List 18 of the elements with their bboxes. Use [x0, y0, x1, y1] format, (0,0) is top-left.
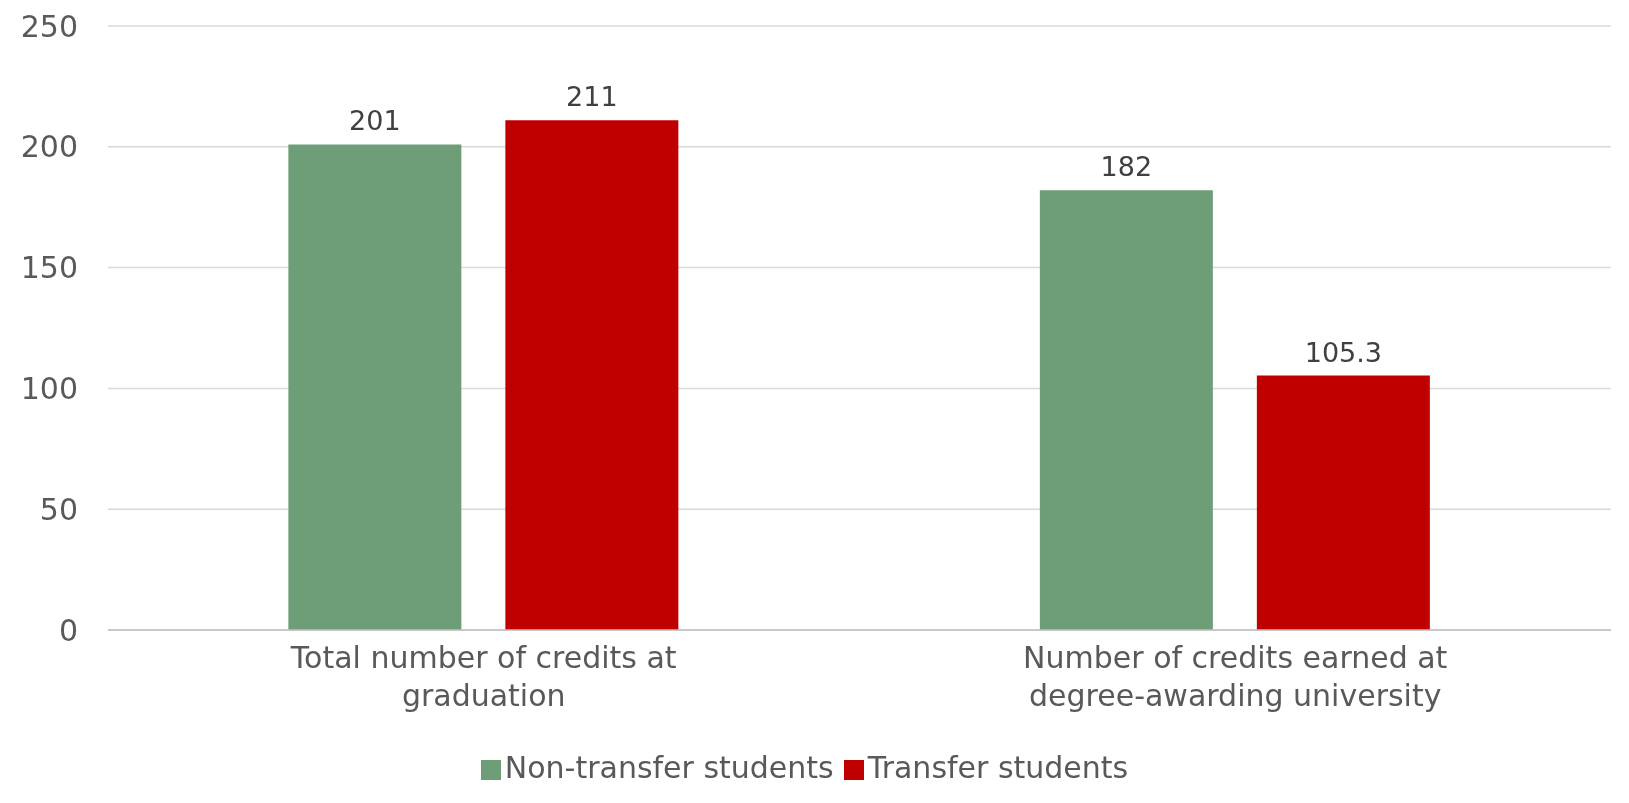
data-label: 182 [1100, 151, 1153, 183]
y-tick-label: 50 [39, 491, 78, 527]
bar [505, 120, 679, 630]
data-label: 211 [566, 81, 618, 113]
y-tick-label: 100 [20, 371, 78, 407]
x-tick-label: Number of credits earned at degree-awarding university [1023, 640, 1448, 713]
y-tick-label: 150 [20, 250, 78, 286]
data-label: 105.3 [1304, 336, 1383, 368]
y-tick-label: 0 [58, 612, 78, 648]
y-tick-label: 250 [20, 8, 78, 44]
bar [1039, 190, 1213, 630]
y-tick-label: 200 [20, 129, 78, 165]
bar [288, 144, 462, 630]
bar [1256, 375, 1430, 630]
data-label: 201 [349, 105, 401, 137]
x-tick-label: Total number of credits at graduation [289, 640, 677, 713]
legend-label: Non-transfer students [504, 750, 834, 785]
legend-label: Transfer students [867, 750, 1129, 785]
